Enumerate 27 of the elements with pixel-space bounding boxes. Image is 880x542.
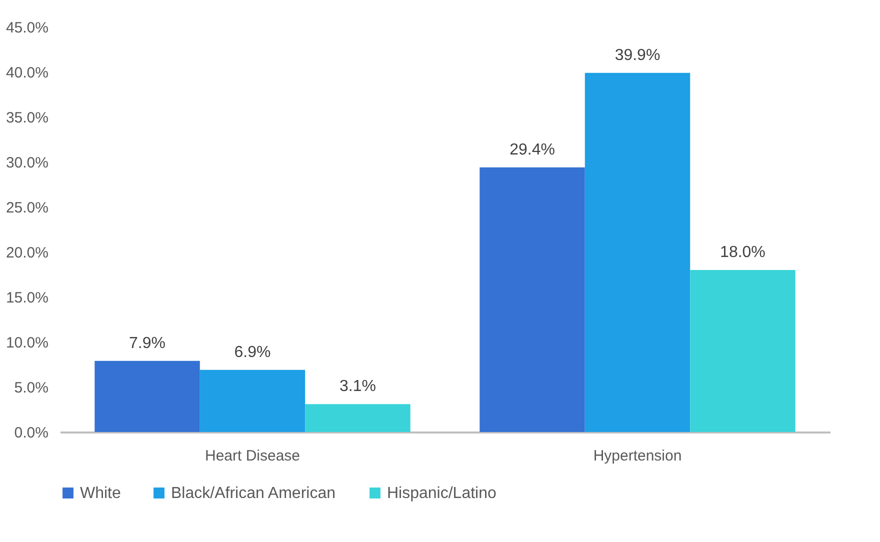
x-tick-label: Heart Disease: [204, 448, 300, 464]
legend-label: Hispanic/Latino: [387, 485, 496, 502]
data-label: 7.9%: [129, 334, 166, 352]
y-tick-label: 40.0%: [6, 64, 48, 82]
bar: [94, 360, 200, 432]
data-label: 3.1%: [340, 378, 376, 396]
x-tick-label: Hypertension: [593, 448, 682, 464]
bar: [690, 270, 796, 432]
y-tick-label: 35.0%: [6, 110, 48, 126]
bar: [584, 72, 690, 432]
bar: [305, 404, 410, 432]
y-tick-label: 30.0%: [6, 154, 48, 172]
y-tick-label: 20.0%: [6, 244, 48, 262]
y-tick-label: 0.0%: [14, 424, 48, 442]
legend-label: Black/African American: [171, 485, 336, 502]
data-label: 6.9%: [234, 344, 271, 361]
bar: [200, 370, 306, 432]
y-tick-label: 15.0%: [6, 290, 48, 306]
bar: [480, 167, 585, 432]
y-tick-label: 45.0%: [6, 20, 48, 36]
data-label: 39.9%: [614, 46, 660, 64]
y-tick-label: 5.0%: [14, 380, 48, 396]
y-tick-label: 10.0%: [6, 334, 48, 352]
legend-label: White: [80, 485, 121, 502]
data-label: 18.0%: [720, 244, 766, 261]
y-tick-label: 25.0%: [6, 200, 48, 216]
data-label: 29.4%: [510, 141, 555, 158]
